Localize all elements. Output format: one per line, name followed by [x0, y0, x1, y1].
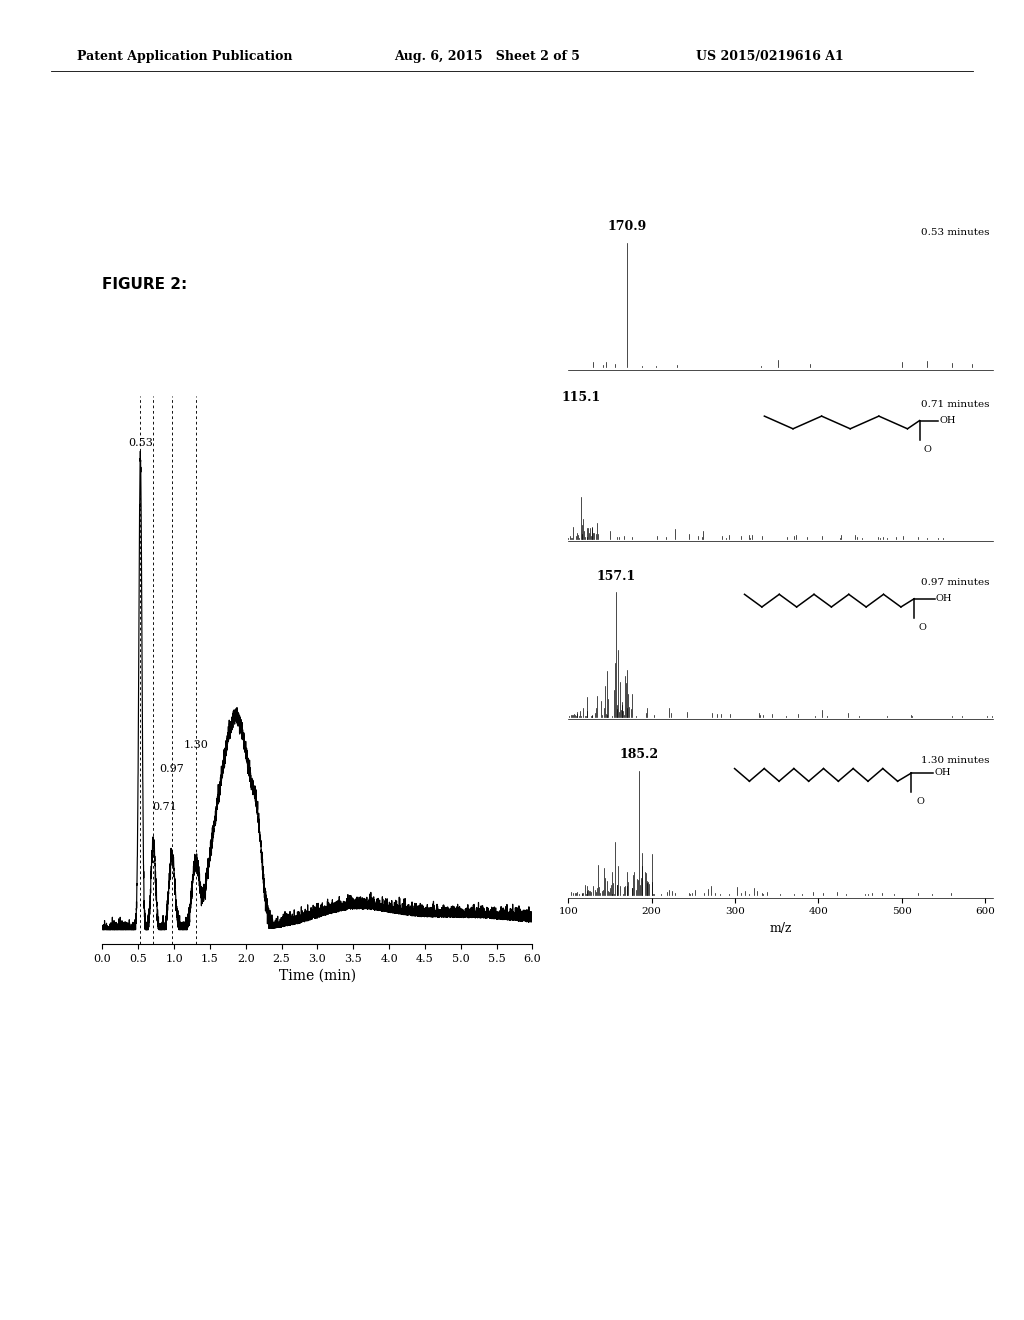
Text: OH: OH [936, 594, 952, 603]
Text: 157.1: 157.1 [596, 569, 636, 582]
X-axis label: m/z: m/z [770, 921, 792, 935]
Text: 0.71 minutes: 0.71 minutes [921, 400, 989, 409]
Text: Aug. 6, 2015   Sheet 2 of 5: Aug. 6, 2015 Sheet 2 of 5 [394, 50, 581, 63]
Text: 115.1: 115.1 [561, 391, 600, 404]
Text: 0.53 minutes: 0.53 minutes [921, 228, 989, 238]
Text: FIGURE 2:: FIGURE 2: [102, 277, 187, 292]
Text: US 2015/0219616 A1: US 2015/0219616 A1 [696, 50, 844, 63]
Text: O: O [916, 797, 925, 807]
Text: O: O [924, 445, 932, 454]
Text: 185.2: 185.2 [620, 747, 658, 760]
Text: OH: OH [934, 768, 950, 777]
Text: 1.30: 1.30 [183, 741, 208, 750]
Text: Patent Application Publication: Patent Application Publication [77, 50, 292, 63]
Text: 0.97 minutes: 0.97 minutes [921, 578, 989, 587]
Text: 170.9: 170.9 [608, 219, 647, 232]
X-axis label: Time (min): Time (min) [279, 969, 356, 983]
Text: 1.30 minutes: 1.30 minutes [921, 756, 989, 766]
Text: O: O [919, 623, 927, 632]
Text: 0.97: 0.97 [160, 764, 184, 774]
Text: 0.53: 0.53 [128, 438, 153, 447]
Text: OH: OH [939, 416, 955, 425]
Text: 0.71: 0.71 [152, 801, 176, 812]
